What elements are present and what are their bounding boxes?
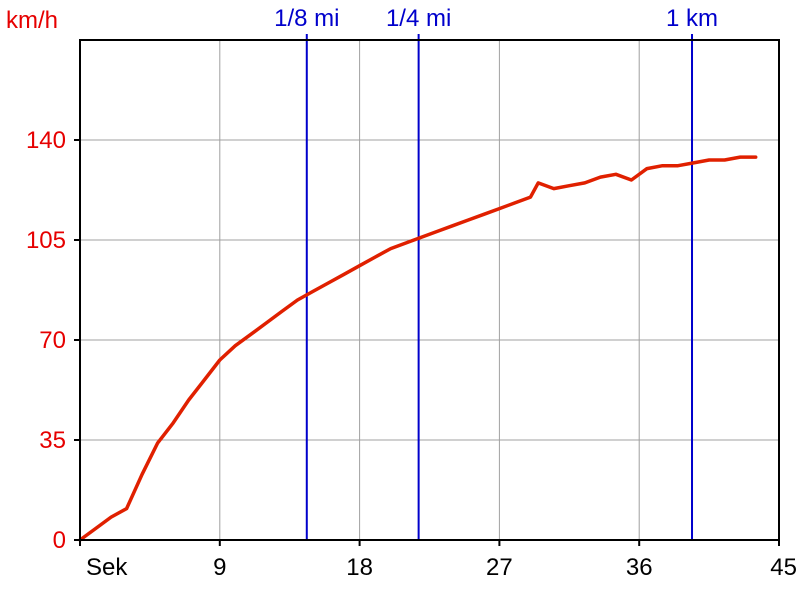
x-tick-label: 36 xyxy=(626,554,653,581)
speed-series-line xyxy=(78,155,758,542)
grid-lines xyxy=(80,40,779,540)
distance-marker-label: 1/4 mi xyxy=(386,5,451,32)
y-tick-label: 0 xyxy=(53,527,66,554)
x-axis-unit-label: Sek xyxy=(86,554,128,581)
axis-tick-marks xyxy=(74,139,780,546)
plot-frame xyxy=(79,39,780,541)
distance-marker-label: 1/8 mi xyxy=(274,5,339,32)
x-tick-label: 9 xyxy=(213,554,226,581)
y-axis-tick-labels: 0 35 70 105 140 xyxy=(26,127,66,554)
y-tick-label: 35 xyxy=(39,427,66,454)
x-tick-label: 45 xyxy=(770,554,797,581)
y-tick-label: 70 xyxy=(39,327,66,354)
y-tick-label: 140 xyxy=(26,127,66,154)
x-axis-tick-labels: 9 18 27 36 45 xyxy=(213,554,797,581)
distance-marker-label: 1 km xyxy=(666,5,718,32)
distance-marker-labels: 1/8 mi 1/4 mi 1 km xyxy=(274,5,718,32)
y-tick-label: 105 xyxy=(26,227,66,254)
y-axis-unit-label: km/h xyxy=(6,7,58,34)
x-tick-label: 27 xyxy=(486,554,513,581)
x-tick-label: 18 xyxy=(346,554,373,581)
distance-markers xyxy=(305,34,694,540)
